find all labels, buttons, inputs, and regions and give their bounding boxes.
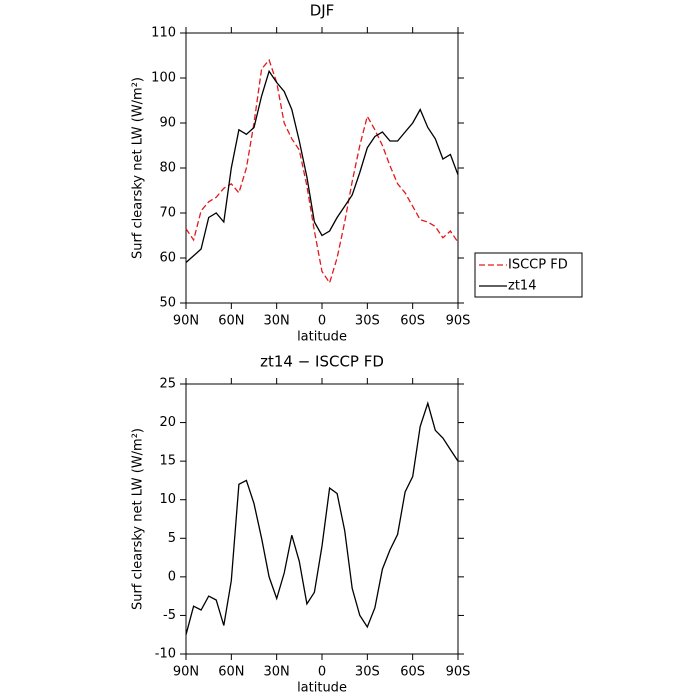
legend-label: ISCCP FD (508, 258, 568, 273)
x-tick-label: 90N (173, 314, 199, 329)
plot-frame (185, 383, 459, 655)
x-tick-label: 60N (218, 314, 244, 329)
x-tick-label: 0 (318, 314, 326, 329)
x-tick-label: 90S (446, 665, 471, 680)
y-tick-label: -10 (155, 647, 176, 662)
x-axis-label: latitude (297, 330, 347, 345)
x-tick-label: 30S (355, 665, 380, 680)
legend-label: zt14 (508, 279, 536, 294)
y-tick-label: 20 (159, 415, 176, 430)
chart-title: zt14 − ISCCP FD (260, 353, 384, 371)
legend-box (474, 252, 583, 298)
y-tick-label: -5 (163, 608, 176, 623)
plot-frame (185, 32, 459, 304)
y-tick-label: 15 (159, 454, 176, 469)
data-line (185, 69, 459, 263)
y-tick-label: 5 (168, 531, 176, 546)
y-tick-label: 0 (168, 569, 176, 584)
y-axis-label: Surf clearsky net LW (W/m²) (131, 428, 146, 610)
chart-title: DJF (310, 2, 335, 20)
y-tick-label: 80 (159, 161, 176, 176)
data-line (185, 58, 459, 285)
x-tick-label: 60N (218, 665, 244, 680)
y-tick-label: 90 (159, 116, 176, 131)
y-tick-label: 60 (159, 251, 176, 266)
y-tick-label: 50 (159, 296, 176, 311)
y-axis-label: Surf clearsky net LW (W/m²) (131, 77, 146, 259)
x-tick-label: 30S (355, 314, 380, 329)
x-axis-label: latitude (297, 681, 347, 696)
x-tick-label: 30N (264, 665, 290, 680)
x-tick-label: 0 (318, 665, 326, 680)
y-tick-label: 10 (159, 492, 176, 507)
x-tick-label: 60S (400, 314, 425, 329)
y-tick-label: 25 (159, 377, 176, 392)
x-tick-label: 30N (264, 314, 290, 329)
data-line (185, 401, 459, 635)
y-tick-label: 110 (151, 26, 176, 41)
y-tick-label: 100 (151, 71, 176, 86)
x-tick-label: 90S (446, 314, 471, 329)
legend: ISCCP FD zt14 (474, 252, 583, 298)
x-tick-label: 60S (400, 665, 425, 680)
y-tick-label: 70 (159, 206, 176, 221)
x-tick-label: 90N (173, 665, 199, 680)
